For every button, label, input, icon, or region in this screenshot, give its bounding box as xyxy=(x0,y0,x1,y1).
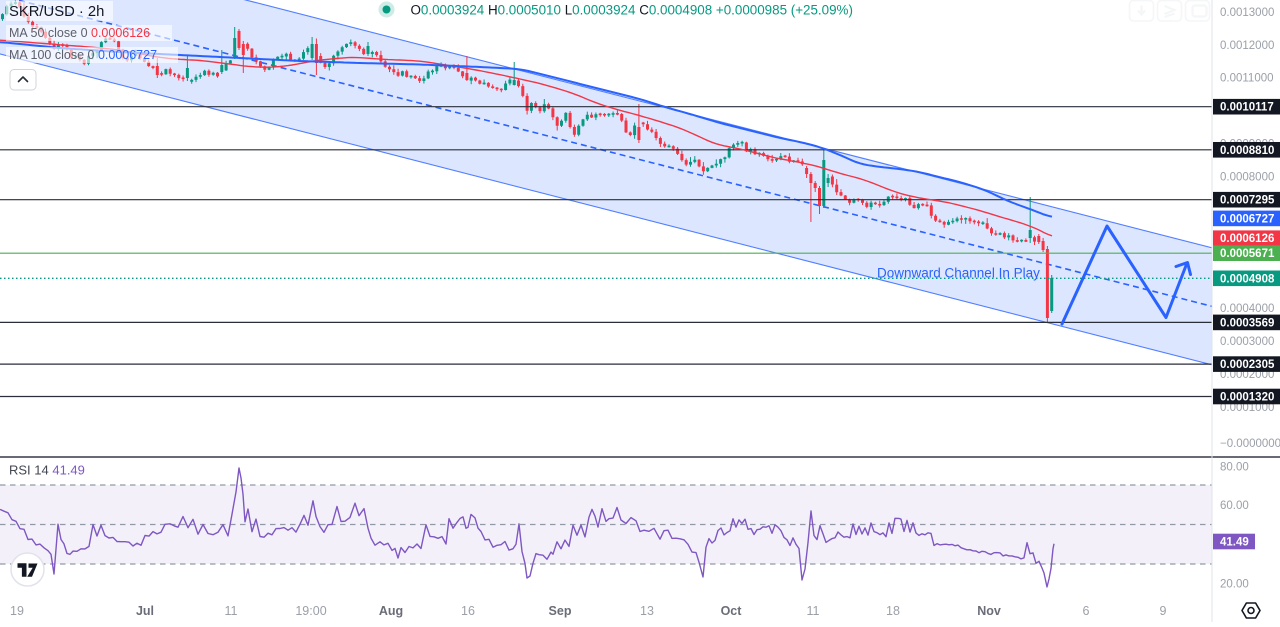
svg-text:0.0011000: 0.0011000 xyxy=(1220,73,1274,85)
svg-text:−0.0000000: −0.0000000 xyxy=(1220,438,1280,450)
svg-text:0.0012000: 0.0012000 xyxy=(1220,40,1274,52)
svg-text:41.49: 41.49 xyxy=(1220,537,1249,549)
svg-text:6: 6 xyxy=(1083,604,1090,618)
svg-text:11: 11 xyxy=(225,604,238,618)
svg-text:20.00: 20.00 xyxy=(1220,578,1249,590)
svg-text:0.0002000: 0.0002000 xyxy=(1220,369,1274,381)
svg-text:0.0010117: 0.0010117 xyxy=(1220,102,1274,114)
svg-text:0.0001320: 0.0001320 xyxy=(1220,392,1274,404)
svg-text:0.0001000: 0.0001000 xyxy=(1220,402,1274,414)
svg-text:80.00: 80.00 xyxy=(1220,461,1249,473)
svg-text:0.0013000: 0.0013000 xyxy=(1220,7,1274,19)
svg-text:Downward Channel In Play: Downward Channel In Play xyxy=(877,266,1040,281)
svg-text:0.0003000: 0.0003000 xyxy=(1220,336,1274,348)
svg-text:Sep: Sep xyxy=(549,604,572,618)
svg-text:0.0004000: 0.0004000 xyxy=(1220,303,1274,315)
svg-text:60.00: 60.00 xyxy=(1220,500,1249,512)
svg-text:9: 9 xyxy=(1160,604,1167,618)
svg-text:0.0004908: 0.0004908 xyxy=(1220,273,1275,285)
svg-text:Aug: Aug xyxy=(379,604,403,618)
svg-text:0.0008000: 0.0008000 xyxy=(1220,172,1274,184)
svg-text:19: 19 xyxy=(10,604,24,618)
svg-text:Oct: Oct xyxy=(721,604,743,618)
svg-text:0.0007295: 0.0007295 xyxy=(1220,195,1275,207)
svg-text:SKR/USD · 2h: SKR/USD · 2h xyxy=(9,4,104,20)
svg-text:16: 16 xyxy=(461,604,475,618)
svg-text:MA 50 close 0 0.0006126: MA 50 close 0 0.0006126 xyxy=(9,26,150,40)
svg-text:0.0005671: 0.0005671 xyxy=(1220,248,1275,260)
svg-text:RSI 14 41.49: RSI 14 41.49 xyxy=(9,463,85,478)
svg-text:13: 13 xyxy=(640,604,654,618)
svg-text:18: 18 xyxy=(886,604,900,618)
svg-text:0.0008810: 0.0008810 xyxy=(1220,145,1274,157)
svg-text:0.0002305: 0.0002305 xyxy=(1220,359,1275,371)
svg-text:0.0006727: 0.0006727 xyxy=(1220,213,1274,225)
svg-text:MA 100 close 0 0.0006727: MA 100 close 0 0.0006727 xyxy=(9,48,157,62)
svg-text:Jul: Jul xyxy=(136,604,154,618)
svg-text:O0.0003924 H0.0005010 L0.00039: O0.0003924 H0.0005010 L0.0003924 C0.0004… xyxy=(411,3,853,18)
svg-text:11: 11 xyxy=(807,604,820,618)
svg-text:0.0006126: 0.0006126 xyxy=(1220,233,1274,245)
svg-text:19:00: 19:00 xyxy=(295,604,326,618)
svg-text:0.0003569: 0.0003569 xyxy=(1220,317,1274,329)
svg-text:Nov: Nov xyxy=(977,604,1001,618)
